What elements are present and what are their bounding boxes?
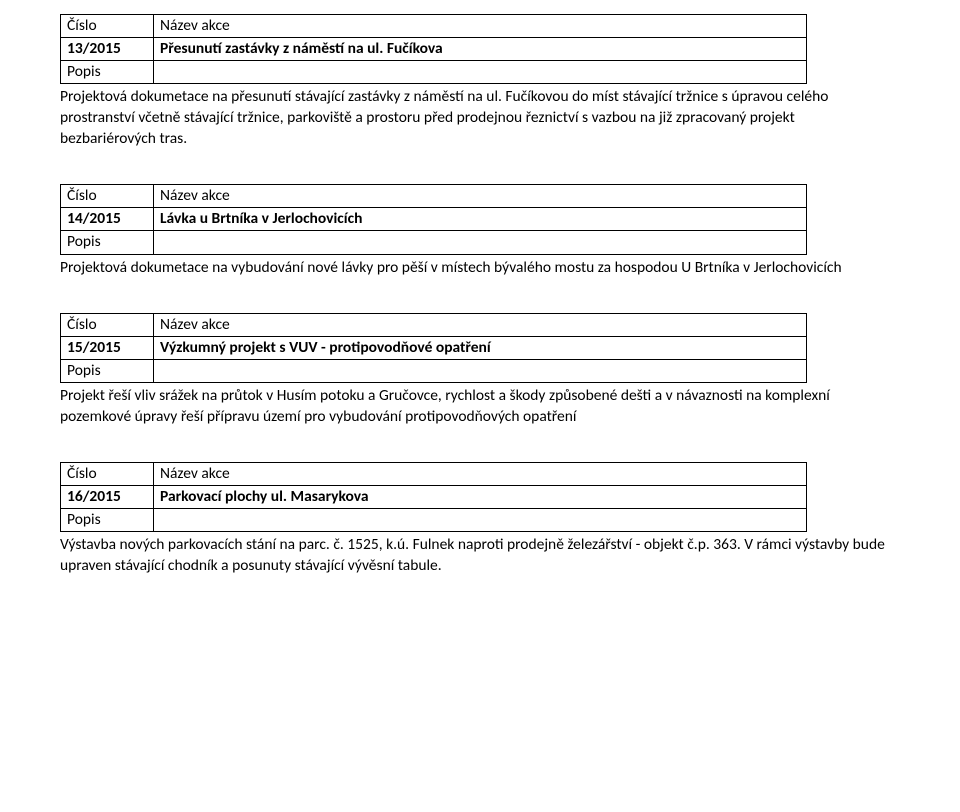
entry-number: 16/2015 (61, 485, 154, 508)
label-number: Číslo (61, 313, 154, 336)
table-row: Číslo Název akce (61, 15, 807, 38)
page: Číslo Název akce 13/2015 Přesunutí zastá… (0, 0, 960, 577)
label-number: Číslo (61, 15, 154, 38)
entry-title: Parkovací plochy ul. Masarykova (154, 485, 807, 508)
entry-description: Projekt řeší vliv srážek na průtok v Hus… (60, 386, 886, 428)
table-row: Popis (61, 509, 807, 532)
entry-description: Výstavba nových parkovacích stání na par… (60, 535, 886, 577)
entry-block: Číslo Název akce 16/2015 Parkovací ploch… (60, 462, 900, 577)
label-desc: Popis (61, 359, 154, 382)
entry-title: Přesunutí zastávky z náměstí na ul. Fučí… (154, 38, 807, 61)
entry-block: Číslo Název akce 15/2015 Výzkumný projek… (60, 313, 900, 428)
table-row: Číslo Název akce (61, 462, 807, 485)
empty-cell (154, 359, 807, 382)
entry-number: 14/2015 (61, 208, 154, 231)
label-desc: Popis (61, 231, 154, 254)
entry-header-table: Číslo Název akce 15/2015 Výzkumný projek… (60, 313, 807, 383)
entry-title: Lávka u Brtníka v Jerlochovicích (154, 208, 807, 231)
entry-header-table: Číslo Název akce 13/2015 Přesunutí zastá… (60, 14, 807, 84)
table-row: 14/2015 Lávka u Brtníka v Jerlochovicích (61, 208, 807, 231)
table-row: Číslo Název akce (61, 185, 807, 208)
empty-cell (154, 61, 807, 84)
label-desc: Popis (61, 61, 154, 84)
label-name: Název akce (154, 15, 807, 38)
table-row: Popis (61, 359, 807, 382)
table-row: Popis (61, 61, 807, 84)
table-row: 15/2015 Výzkumný projekt s VUV - protipo… (61, 336, 807, 359)
label-name: Název akce (154, 185, 807, 208)
entry-description: Projektová dokumetace na vybudování nové… (60, 258, 886, 279)
entry-header-table: Číslo Název akce 16/2015 Parkovací ploch… (60, 462, 807, 532)
label-name: Název akce (154, 462, 807, 485)
entry-description: Projektová dokumetace na přesunutí stáva… (60, 87, 886, 150)
entry-number: 13/2015 (61, 38, 154, 61)
table-row: 13/2015 Přesunutí zastávky z náměstí na … (61, 38, 807, 61)
entry-title: Výzkumný projekt s VUV - protipovodňové … (154, 336, 807, 359)
table-row: Popis (61, 231, 807, 254)
entry-block: Číslo Název akce 13/2015 Přesunutí zastá… (60, 14, 900, 150)
entry-block: Číslo Název akce 14/2015 Lávka u Brtníka… (60, 184, 900, 278)
label-number: Číslo (61, 185, 154, 208)
label-name: Název akce (154, 313, 807, 336)
entry-number: 15/2015 (61, 336, 154, 359)
label-number: Číslo (61, 462, 154, 485)
empty-cell (154, 231, 807, 254)
table-row: Číslo Název akce (61, 313, 807, 336)
entry-header-table: Číslo Název akce 14/2015 Lávka u Brtníka… (60, 184, 807, 254)
label-desc: Popis (61, 509, 154, 532)
empty-cell (154, 509, 807, 532)
table-row: 16/2015 Parkovací plochy ul. Masarykova (61, 485, 807, 508)
